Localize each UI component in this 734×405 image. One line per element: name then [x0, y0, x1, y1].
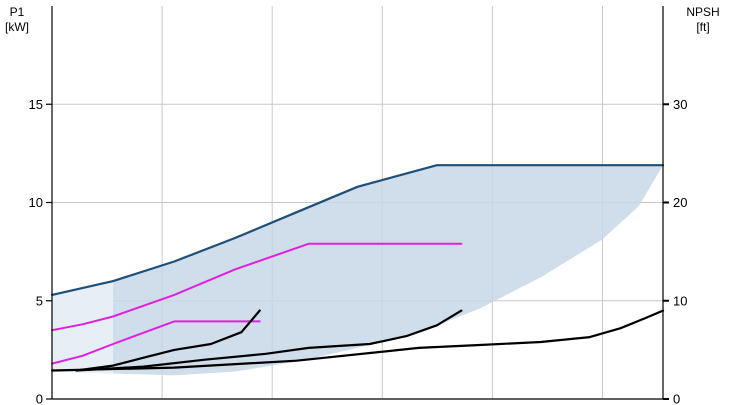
npsh-curve-line [50, 309, 665, 372]
right-tick-label: 20 [673, 195, 687, 210]
left-tick-label: 5 [36, 293, 43, 308]
right-tick-labels: 0 10 20 30 [673, 97, 687, 405]
left-tick-labels: 0 5 10 15 [29, 97, 43, 405]
right-tick-label: 10 [673, 293, 687, 308]
left-tick-label: 0 [36, 392, 43, 405]
npsh-curve-line [75, 309, 463, 372]
max-power-line [50, 164, 665, 296]
power-curve-line [51, 242, 463, 332]
left-axis-title-line1: P1 [10, 5, 25, 19]
npsh-curve-line [75, 309, 261, 372]
left-axis-title-line2: [kW] [5, 20, 29, 34]
power-curve-line [51, 320, 261, 365]
series-lines [50, 164, 665, 372]
left-tick-label: 15 [29, 97, 43, 112]
axes [46, 6, 669, 400]
right-tick-label: 0 [673, 392, 680, 405]
left-tick-label: 10 [29, 195, 43, 210]
envelope-light-region [52, 281, 114, 374]
envelope-area [52, 165, 663, 376]
right-axis-title-line2: [ft] [696, 20, 709, 34]
right-tick-label: 30 [673, 97, 687, 112]
right-axis-title-line1: NPSH [686, 5, 719, 19]
